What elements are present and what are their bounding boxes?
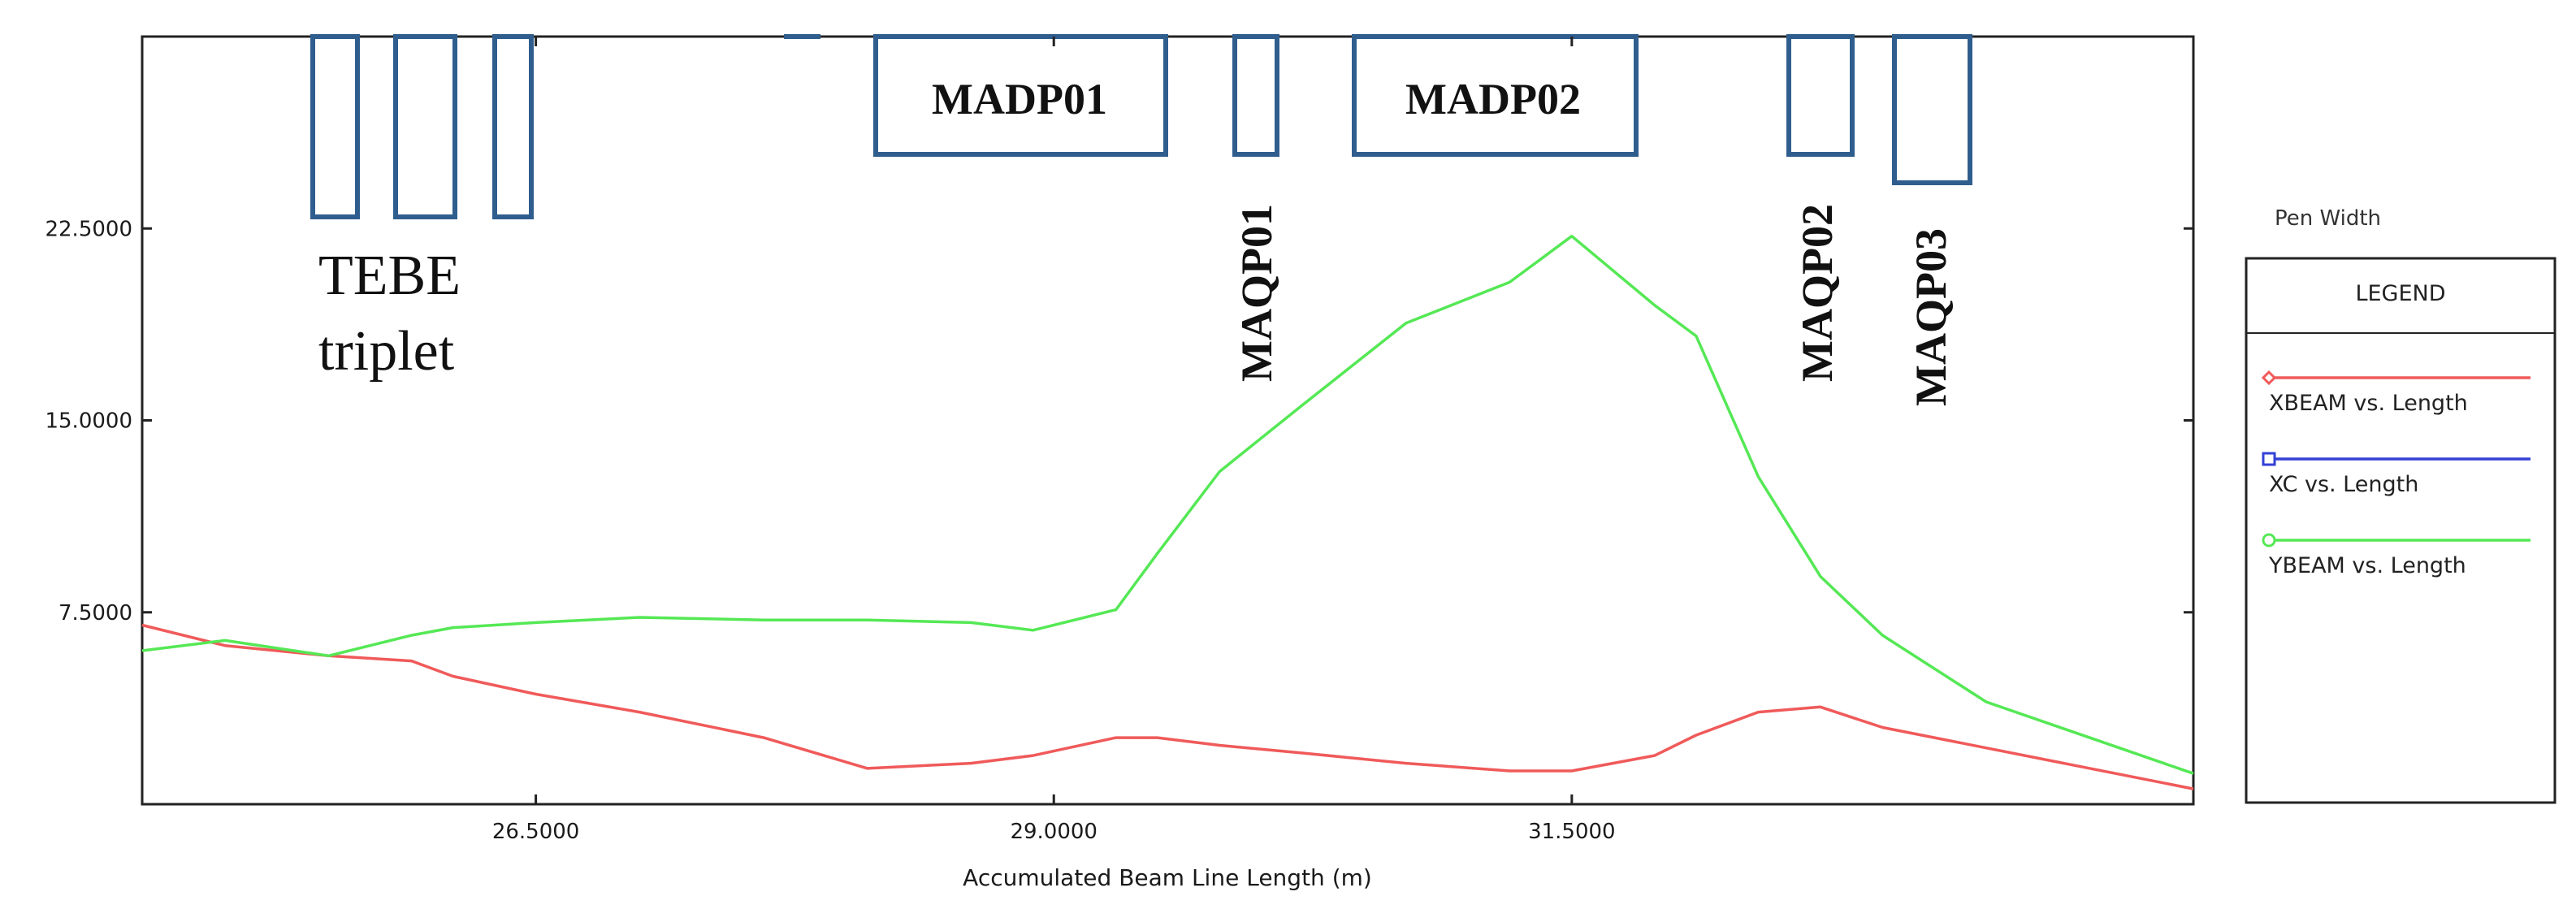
madp02-label: MADP02 bbox=[1405, 75, 1581, 123]
madp01-label: MADP01 bbox=[932, 75, 1107, 123]
ybeam-legend-label: YBEAM vs. Length bbox=[2268, 553, 2466, 578]
legend-entries: XBEAM vs. Length XC vs. Length YBEAM vs. L… bbox=[2261, 370, 2531, 578]
ybeam-series-line bbox=[141, 234, 2194, 775]
x-axis-title: Accumulated Beam Line Length (m) bbox=[963, 864, 1372, 891]
y-tick-label: 7.5000 bbox=[58, 601, 132, 625]
madp02-box bbox=[1352, 34, 1639, 157]
maqp01-label: MAQP01 bbox=[1232, 204, 1281, 382]
magnet-boxes bbox=[310, 34, 1972, 219]
legend-box bbox=[2245, 257, 2557, 804]
maqp03-box bbox=[1892, 34, 1972, 185]
x-axis-ticks: 26.5000 29.0000 31.5000 bbox=[492, 37, 1616, 844]
xbeam-legend-label: XBEAM vs. Length bbox=[2269, 391, 2468, 416]
y-axis-ticks: 7.5000 15.0000 22.5000 bbox=[45, 217, 2193, 625]
ybeam-legend-marker bbox=[2262, 533, 2276, 548]
x-tick-label: 29.0000 bbox=[1010, 820, 1098, 844]
legend-title: LEGEND bbox=[2355, 281, 2445, 306]
maqp02-label: MAQP02 bbox=[1793, 204, 1842, 382]
tebe-quad-2-box bbox=[393, 34, 457, 219]
y-tick-label: 15.0000 bbox=[45, 409, 132, 434]
y-tick-label: 22.5000 bbox=[45, 217, 132, 241]
xbeam-series-line bbox=[141, 623, 2194, 790]
xc-legend-marker bbox=[2262, 452, 2276, 466]
tebe-quad-1-box bbox=[310, 34, 360, 219]
tebe-label-line2: triplet bbox=[318, 320, 455, 383]
maqp01-box bbox=[1232, 34, 1279, 157]
maqp02-box bbox=[1786, 34, 1855, 157]
tebe-label-line1: TEBE bbox=[318, 245, 461, 307]
tebe-quad-3-box bbox=[492, 34, 534, 219]
madp01-box bbox=[873, 34, 1168, 157]
series-layer bbox=[141, 234, 2194, 790]
xc-legend-label: XC vs. Length bbox=[2269, 472, 2418, 497]
maqp03-label: MAQP03 bbox=[1907, 228, 1955, 406]
xbeam-legend-marker bbox=[2261, 370, 2277, 386]
pen-width-label: Pen Width bbox=[2275, 206, 2381, 231]
x-tick-label: 31.5000 bbox=[1528, 820, 1616, 844]
x-tick-label: 26.5000 bbox=[492, 820, 580, 844]
